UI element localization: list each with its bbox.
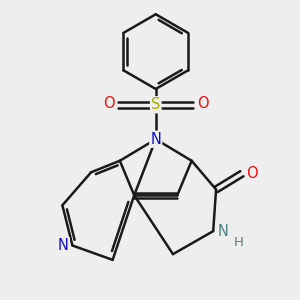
Text: N: N	[150, 132, 161, 147]
Text: O: O	[197, 96, 208, 111]
Text: H: H	[233, 236, 243, 249]
Text: N: N	[218, 224, 228, 239]
Text: O: O	[103, 96, 115, 111]
Text: S: S	[151, 97, 160, 112]
Text: N: N	[58, 238, 69, 253]
Text: O: O	[246, 166, 258, 181]
